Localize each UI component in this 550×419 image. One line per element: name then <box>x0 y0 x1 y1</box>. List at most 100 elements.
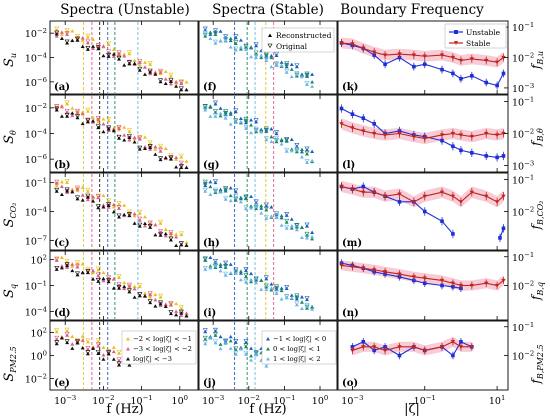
data-marker-original <box>168 155 174 161</box>
data-marker-original <box>304 81 310 86</box>
data-marker <box>208 36 213 41</box>
data-marker-original <box>147 299 153 304</box>
data-marker <box>305 306 310 310</box>
data-marker <box>243 126 248 131</box>
data-marker <box>54 341 59 346</box>
data-marker <box>203 337 208 341</box>
data-marker-original <box>212 31 218 36</box>
data-marker-original <box>54 30 60 36</box>
data-marker-original <box>158 68 164 74</box>
data-marker <box>299 147 304 151</box>
data-marker <box>127 129 132 134</box>
data-marker <box>127 61 132 66</box>
data-marker-original <box>74 36 80 42</box>
data-marker <box>96 344 101 348</box>
legend-label-reconstructed: Reconstructed <box>276 31 332 40</box>
data-marker-original <box>253 54 259 59</box>
data-marker <box>284 62 289 66</box>
data-marker <box>305 160 310 164</box>
data-marker <box>153 297 158 302</box>
data-marker <box>59 32 64 36</box>
data-marker <box>111 357 116 361</box>
data-marker <box>163 146 168 151</box>
data-marker <box>218 106 223 110</box>
data-marker <box>269 286 274 290</box>
data-marker <box>174 312 179 317</box>
data-marker <box>238 47 243 51</box>
data-marker-original <box>95 124 101 129</box>
x-tick-label: 10−3 <box>202 394 224 407</box>
y-tick-label: 10−4 <box>25 305 47 318</box>
data-marker <box>233 340 238 344</box>
data-marker <box>65 114 70 118</box>
data-marker-original <box>106 198 112 203</box>
data-marker-original <box>85 33 91 39</box>
data-marker-original <box>147 68 153 74</box>
data-marker <box>54 34 59 38</box>
data-marker <box>228 193 233 198</box>
data-marker <box>148 300 153 305</box>
data-marker <box>259 206 264 210</box>
data-marker <box>269 288 274 292</box>
data-marker <box>264 127 269 132</box>
unstable-marker <box>501 226 506 231</box>
data-marker <box>249 118 254 122</box>
data-marker-original <box>202 256 208 262</box>
data-marker <box>96 205 101 210</box>
data-marker <box>127 289 132 294</box>
data-marker <box>137 218 142 222</box>
data-marker <box>184 240 189 245</box>
panel-letter: (d) <box>54 308 70 319</box>
data-marker-original <box>233 269 239 275</box>
data-marker-original <box>233 119 239 124</box>
data-marker <box>289 296 294 300</box>
xlabel-boundary: |ζ| <box>404 402 420 417</box>
data-marker <box>85 47 90 51</box>
data-marker <box>163 81 168 86</box>
data-marker <box>203 108 208 112</box>
panel-r0-c0: 10−2 10−4 10−6 (a) <box>25 20 199 95</box>
data-marker <box>289 74 294 79</box>
data-marker <box>153 222 158 227</box>
data-marker-original <box>212 262 218 267</box>
data-marker-original <box>223 260 229 266</box>
data-marker <box>294 297 299 301</box>
y-tick-label: 10−3 <box>512 82 534 95</box>
data-marker-original <box>294 223 300 228</box>
y-tick-label: 10−2 <box>512 206 534 219</box>
data-marker-original <box>284 60 290 66</box>
data-marker-original <box>243 125 249 130</box>
data-marker <box>54 32 59 36</box>
data-marker-original <box>116 284 122 290</box>
data-marker <box>289 223 294 228</box>
data-marker-original <box>233 267 239 272</box>
data-marker-original <box>253 50 259 56</box>
data-marker <box>163 231 168 236</box>
data-marker <box>65 333 70 337</box>
data-marker-original <box>74 114 80 119</box>
data-marker <box>117 126 122 130</box>
data-marker <box>153 147 158 151</box>
data-marker <box>153 144 158 149</box>
data-marker-original <box>253 42 259 47</box>
stable-line <box>341 42 504 63</box>
data-marker-original <box>147 60 153 66</box>
data-marker-original <box>243 278 249 284</box>
data-marker <box>213 263 218 268</box>
data-marker <box>305 73 310 77</box>
stable-line <box>341 123 504 140</box>
data-marker <box>54 108 59 112</box>
data-marker <box>243 352 248 356</box>
data-marker-original <box>294 293 300 299</box>
data-marker-original <box>233 108 239 113</box>
data-marker <box>137 68 142 72</box>
data-marker <box>299 295 304 299</box>
data-marker <box>274 63 279 68</box>
data-marker <box>148 70 153 74</box>
data-marker <box>117 57 122 61</box>
data-marker-original <box>233 339 239 344</box>
data-marker <box>101 205 106 209</box>
panel-r2-c0: 10−1 10−4 10−7 (c) <box>25 172 199 251</box>
data-marker <box>279 215 284 220</box>
data-marker-original <box>116 55 122 61</box>
